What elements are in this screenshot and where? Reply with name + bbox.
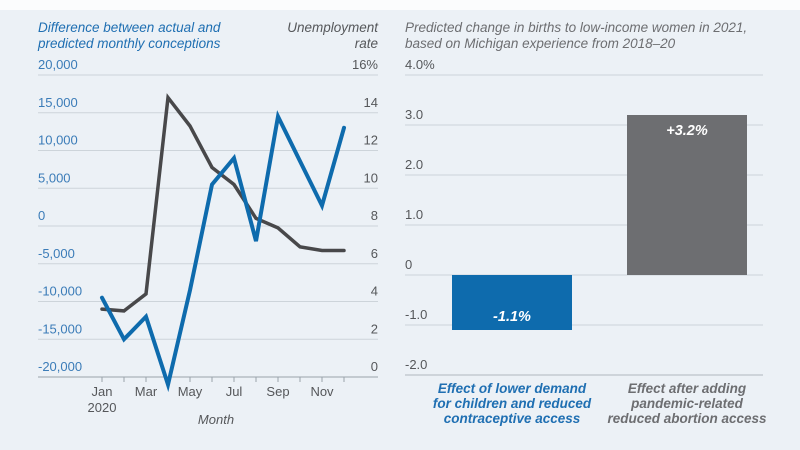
left-axis-tick-label: -5,000 bbox=[38, 246, 75, 261]
bar-value-label: +3.2% bbox=[666, 123, 708, 139]
bar-contraception-effect bbox=[452, 275, 572, 330]
right-axis-tick-label: 10 bbox=[364, 170, 378, 185]
right-chart-title-line2: based on Michigan experience from 2018–2… bbox=[405, 36, 676, 51]
x-axis-title: Month bbox=[198, 412, 234, 427]
x-axis-year-label: 2020 bbox=[88, 400, 117, 415]
left-axis-tick-label: -20,000 bbox=[38, 359, 82, 374]
right-axis-title-line2: rate bbox=[354, 36, 378, 51]
bar-category-label-line: Effect after adding bbox=[628, 381, 747, 396]
right-axis-tick-label: 2 bbox=[371, 321, 378, 336]
right-axis-tick-label: 12 bbox=[364, 133, 378, 148]
bar-category-label-line: Effect of lower demand bbox=[438, 381, 587, 396]
top-margin-strip bbox=[0, 0, 800, 10]
bar-y-axis-tick-label: 0 bbox=[405, 257, 412, 272]
x-axis-tick-label: Sep bbox=[266, 384, 289, 399]
right-chart-title: Predicted change in births to low-income… bbox=[405, 20, 775, 52]
left-chart-title-line1: Difference between actual and bbox=[38, 20, 221, 35]
bar-category-label-line: pandemic-related bbox=[630, 396, 744, 411]
right-axis-tick-label: 4 bbox=[371, 284, 378, 299]
right-axis-title-line1: Unemployment bbox=[287, 20, 378, 35]
x-axis-tick-label: Jan bbox=[92, 384, 113, 399]
x-axis-tick-label: Nov bbox=[310, 384, 334, 399]
right-axis-title: Unemployment rate bbox=[248, 20, 378, 52]
left-axis-tick-label: 0 bbox=[38, 208, 45, 223]
left-axis-tick-label: 15,000 bbox=[38, 95, 78, 110]
unemployment-rate-line bbox=[100, 93, 346, 313]
bar-y-axis-tick-label: -2.0 bbox=[405, 357, 427, 372]
bar-y-axis-tick-label: 4.0% bbox=[405, 57, 435, 72]
bar-abortion-access-effect bbox=[627, 115, 747, 275]
bar-category-label-line: reduced abortion access bbox=[607, 411, 767, 426]
left-axis-tick-label: 20,000 bbox=[38, 57, 78, 72]
conceptions-difference-line bbox=[100, 110, 346, 393]
x-axis-tick-label: May bbox=[178, 384, 203, 399]
right-axis-tick-label: 0 bbox=[371, 359, 378, 374]
left-chart-title: Difference between actual and predicted … bbox=[38, 20, 278, 52]
right-axis-tick-label: 14 bbox=[364, 95, 378, 110]
right-axis-tick-label: 16% bbox=[352, 57, 378, 72]
bar-y-axis-tick-label: -1.0 bbox=[405, 307, 427, 322]
bar-value-label: -1.1% bbox=[493, 309, 531, 325]
bar-category-label-line: contraceptive access bbox=[444, 411, 581, 426]
x-axis-tick-label: Jul bbox=[226, 384, 243, 399]
left-chart-title-line2: predicted monthly conceptions bbox=[38, 36, 221, 51]
left-axis-tick-label: 10,000 bbox=[38, 133, 78, 148]
bar-y-axis-tick-label: 1.0 bbox=[405, 207, 423, 222]
bar-y-axis-tick-label: 2.0 bbox=[405, 157, 423, 172]
right-axis-tick-label: 6 bbox=[371, 246, 378, 261]
bar-y-axis-tick-label: 3.0 bbox=[405, 107, 423, 122]
x-axis-tick-label: Mar bbox=[135, 384, 158, 399]
right-chart-title-line1: Predicted change in births to low-income… bbox=[405, 20, 748, 35]
left-axis-tick-label: -10,000 bbox=[38, 284, 82, 299]
left-axis-tick-label: -15,000 bbox=[38, 321, 82, 336]
right-axis-tick-label: 8 bbox=[371, 208, 378, 223]
left-axis-tick-label: 5,000 bbox=[38, 170, 71, 185]
bar-category-label-line: for children and reduced bbox=[433, 396, 592, 411]
